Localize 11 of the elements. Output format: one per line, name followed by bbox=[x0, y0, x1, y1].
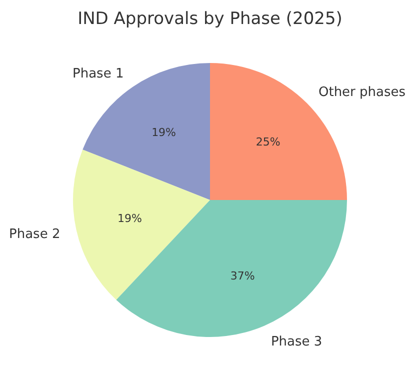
data-label: 25% bbox=[256, 136, 280, 149]
data-label: 19% bbox=[118, 212, 142, 225]
pie-slice bbox=[73, 150, 210, 300]
data-label: 37% bbox=[230, 269, 255, 282]
chart-title: IND Approvals by Phase (2025) bbox=[78, 9, 342, 29]
data-label: 19% bbox=[152, 126, 176, 139]
slice-label: Phase 3 bbox=[270, 334, 322, 350]
slice-label: Other phases bbox=[318, 85, 406, 100]
slice-label: Phase 1 bbox=[72, 66, 124, 82]
slice-label: Phase 2 bbox=[9, 227, 60, 242]
pie-slice bbox=[116, 200, 347, 337]
